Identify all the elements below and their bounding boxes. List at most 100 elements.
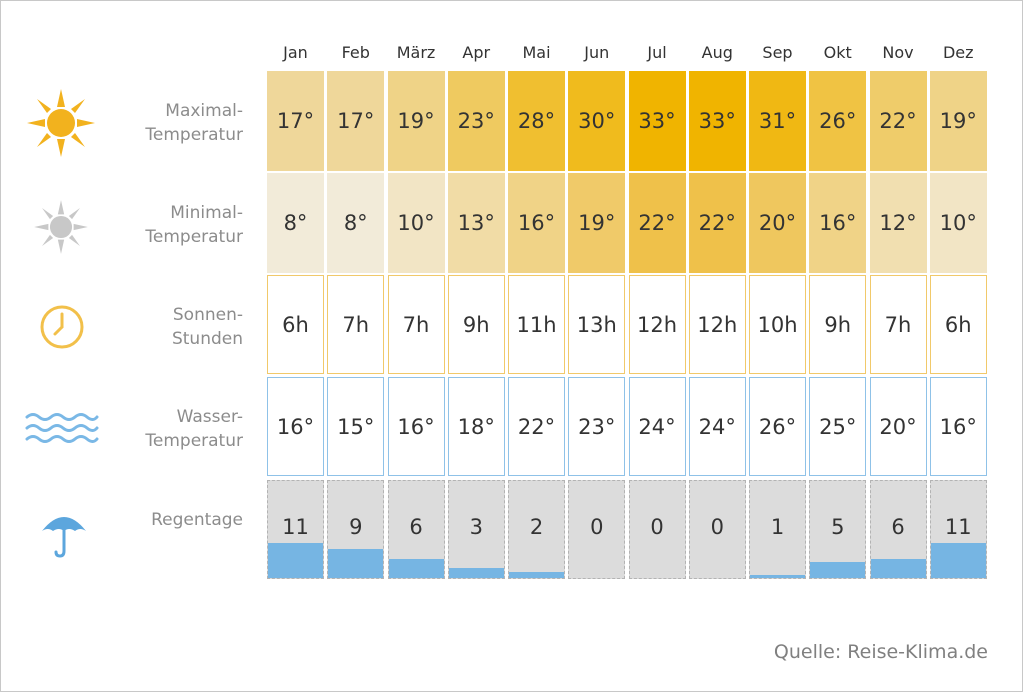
rain-bar — [388, 559, 444, 578]
cell-value: 20° — [758, 211, 797, 235]
month-label: März — [396, 43, 436, 62]
cell-min: 12° — [869, 173, 927, 273]
month-label: Dez — [942, 43, 974, 62]
rain-bar — [268, 543, 323, 578]
month-label: Jul — [647, 43, 667, 62]
rain-days-value: 9 — [349, 515, 363, 539]
cell-min: 10° — [929, 173, 987, 273]
cell-value: 17° — [276, 109, 315, 133]
cell-rain: 5 — [809, 480, 867, 579]
row-label-min: Minimal- Temperatur — [111, 201, 243, 249]
cell-rain: 9 — [327, 480, 385, 579]
cell-min: 10° — [387, 173, 445, 273]
cell-min: 19° — [568, 173, 626, 273]
cell-max: 28° — [508, 71, 565, 171]
rain-days-value: 11 — [944, 515, 972, 539]
row-label-max: Maximal- Temperatur — [111, 99, 243, 147]
cell-water: 18° — [447, 377, 505, 476]
rain-bar — [870, 559, 926, 578]
cell-water: 15° — [327, 377, 385, 476]
cell-value: 19° — [397, 109, 435, 133]
month-label: Okt — [823, 43, 852, 62]
cell-value: 16° — [276, 414, 315, 439]
cell-value: 22° — [638, 211, 676, 235]
sun-icon — [27, 89, 95, 157]
rain-bar — [448, 568, 504, 578]
cell-value: 30° — [578, 109, 616, 133]
cell-rain: 2 — [508, 480, 565, 579]
cell-rain: 0 — [628, 480, 686, 579]
cell-max: 23° — [447, 71, 505, 171]
month-label: Feb — [341, 43, 370, 62]
cell-water: 26° — [749, 377, 806, 476]
cell-value: 16° — [517, 211, 556, 235]
row-label-line: Temperatur — [145, 227, 243, 247]
rain-days-value: 3 — [469, 515, 483, 539]
rain-bar — [328, 549, 384, 578]
month-label: Nov — [882, 43, 914, 62]
cell-value: 33° — [638, 109, 676, 133]
cell-sun: 13h — [568, 275, 626, 374]
cell-sun: 6h — [267, 275, 324, 374]
rain-bar — [930, 543, 986, 578]
cell-sun: 10h — [749, 275, 806, 374]
cell-value: 13h — [576, 312, 617, 337]
cell-value: 23° — [578, 414, 616, 439]
cell-water: 16° — [387, 377, 445, 476]
row-label-rain: Regentage — [111, 508, 243, 532]
cell-rain: 6 — [387, 480, 445, 579]
cell-sun: 7h — [869, 275, 927, 374]
rain-days-value: 6 — [409, 515, 423, 539]
cell-value: 33° — [698, 109, 736, 133]
source-credit: Quelle: Reise-Klima.de — [773, 641, 988, 663]
cell-value: 22° — [517, 414, 556, 439]
cell-max: 19° — [387, 71, 445, 171]
rain-bar — [509, 572, 564, 578]
cell-value: 28° — [517, 109, 556, 133]
umbrella-icon — [42, 517, 86, 558]
cell-value: 8° — [343, 211, 368, 235]
cell-max: 33° — [688, 71, 746, 171]
cell-value: 15° — [337, 414, 375, 439]
cell-value: 22° — [879, 109, 917, 133]
month-label: Apr — [462, 43, 491, 62]
cell-water: 16° — [267, 377, 324, 476]
row-label-line: Regentage — [151, 510, 243, 530]
cell-value: 7h — [342, 312, 370, 337]
month-label: Mai — [522, 43, 551, 62]
rain-days-value: 0 — [710, 515, 724, 539]
cell-value: 22° — [698, 211, 736, 235]
cell-value: 7h — [402, 312, 430, 337]
cell-value: 26° — [758, 414, 797, 439]
cell-sun: 7h — [327, 275, 385, 374]
cell-rain: 3 — [447, 480, 505, 579]
cell-value: 11h — [516, 312, 557, 337]
rain-days-value: 1 — [770, 515, 785, 539]
cell-min: 16° — [508, 173, 565, 273]
month-label: Aug — [701, 43, 733, 62]
rain-days-value: 0 — [650, 515, 664, 539]
cell-max: 31° — [749, 71, 806, 171]
rain-days-value: 11 — [282, 515, 309, 539]
cell-sun: 9h — [809, 275, 867, 374]
row-label-line: Temperatur — [145, 431, 243, 451]
cell-value: 23° — [457, 109, 495, 133]
grey-sun-icon — [34, 200, 88, 254]
cell-water: 22° — [508, 377, 565, 476]
cell-sun: 12h — [628, 275, 686, 374]
cell-value: 19° — [578, 211, 616, 235]
cell-water: 20° — [869, 377, 927, 476]
row-label-line: Stunden — [171, 329, 243, 349]
cell-max: 17° — [327, 71, 385, 171]
waves-icon — [25, 413, 99, 443]
cell-value: 19° — [939, 109, 977, 133]
row-label-line: Wasser- — [176, 407, 243, 427]
cell-max: 33° — [628, 71, 686, 171]
cell-value: 12h — [636, 312, 678, 337]
cell-value: 20° — [879, 414, 917, 439]
cell-value: 17° — [337, 109, 375, 133]
cell-water: 24° — [688, 377, 746, 476]
cell-rain: 1 — [749, 480, 806, 579]
rain-days-value: 0 — [590, 515, 604, 539]
